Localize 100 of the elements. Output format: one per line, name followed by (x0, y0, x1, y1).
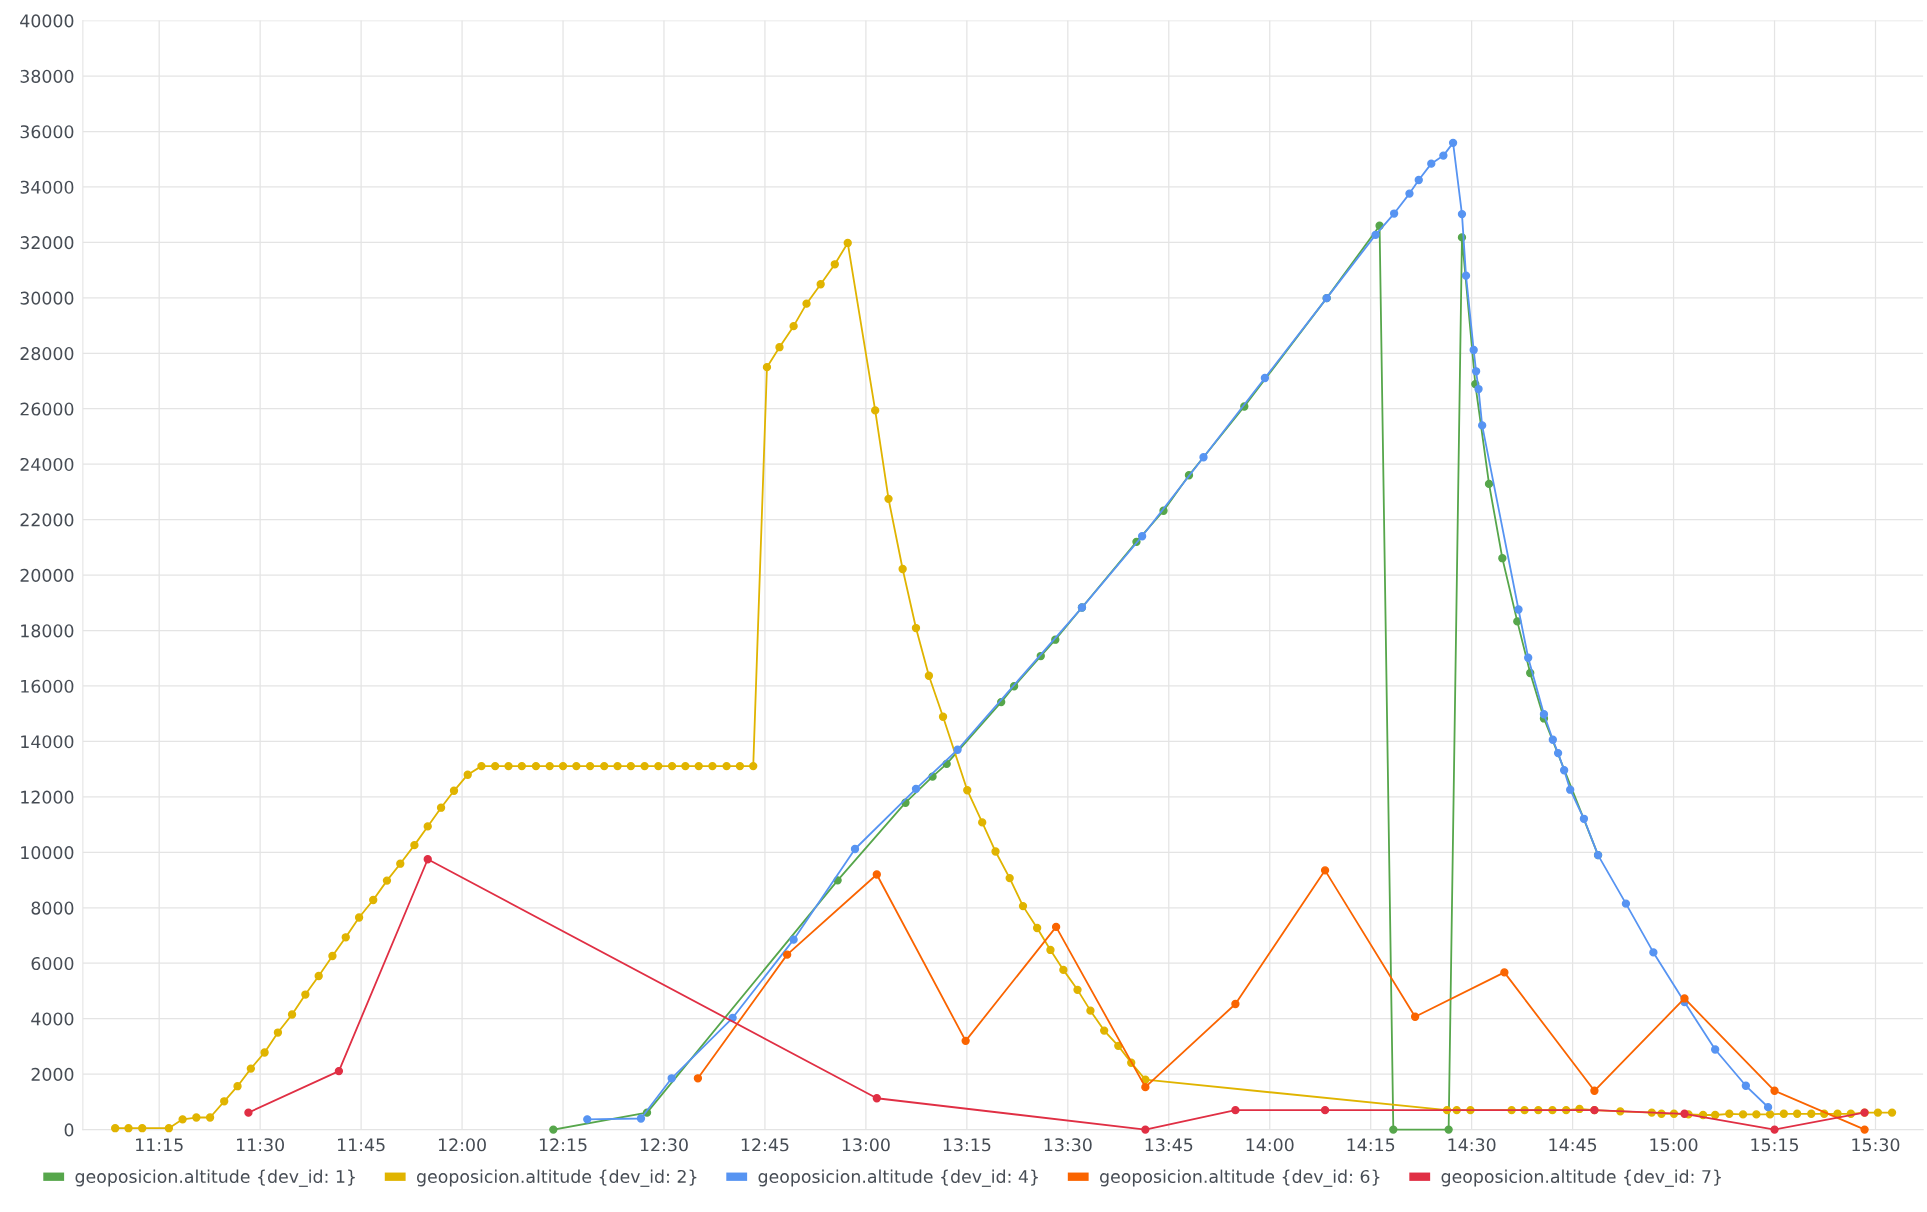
point (1770, 1125, 1779, 1134)
point (1320, 1106, 1330, 1115)
x-tick-label: 14:30 (1448, 1138, 1496, 1152)
point (1137, 532, 1147, 541)
x-tick-label: 11:45 (338, 1138, 385, 1152)
point (1474, 384, 1483, 394)
x-tick-label: 15:30 (1852, 1138, 1900, 1152)
point (911, 784, 921, 794)
point (1500, 968, 1509, 977)
point (1414, 175, 1423, 185)
point (583, 1115, 592, 1124)
point (1469, 345, 1478, 355)
x-tick-label: 11:30 (237, 1138, 285, 1152)
y-tick-label: 24000 (20, 457, 74, 472)
legend-label: geoposicion.altitude {dev_id: 2} (416, 1169, 697, 1187)
point (1405, 189, 1414, 198)
point (1439, 151, 1448, 160)
point (334, 1066, 344, 1076)
point (1621, 899, 1631, 908)
x-tick-label: 14:15 (1347, 1138, 1395, 1152)
point (1553, 748, 1563, 758)
point (1427, 159, 1436, 168)
point (872, 1094, 881, 1103)
point (953, 745, 962, 754)
point (1389, 1125, 1398, 1134)
point (1579, 814, 1589, 823)
y-tick-label: 8000 (31, 901, 74, 915)
y-tick-label: 4000 (31, 1012, 74, 1026)
point (1457, 209, 1467, 219)
x-tick-label: 15:00 (1650, 1138, 1698, 1152)
point (667, 1074, 676, 1083)
x-tick-label: 13:15 (943, 1138, 991, 1152)
point (872, 870, 881, 879)
point (244, 1108, 253, 1117)
point (1051, 922, 1061, 932)
y-tick-label: 32000 (20, 236, 74, 250)
y-tick-label: 36000 (20, 125, 74, 139)
y-tick-label: 0 (64, 1123, 74, 1137)
x-tick-label: 12:45 (741, 1138, 789, 1152)
y-tick-label: 12000 (21, 790, 74, 804)
point (782, 950, 792, 959)
point (549, 1125, 558, 1134)
legend-label: geoposicion.altitude {dev_id: 7} (1441, 1169, 1721, 1187)
x-tick-label: 15:15 (1751, 1138, 1799, 1152)
point (1320, 866, 1330, 875)
point (693, 1074, 703, 1083)
point (1539, 710, 1549, 719)
x-tick-label: 13:30 (1044, 1138, 1092, 1152)
x-tick-label: 13:00 (842, 1138, 890, 1152)
y-tick-label: 20000 (20, 568, 74, 582)
point (1514, 605, 1523, 614)
point (1461, 271, 1471, 280)
point (1649, 948, 1658, 957)
legend-label: geoposicion.altitude {dev_id: 4} (758, 1169, 1038, 1187)
y-tick-label: 22000 (20, 513, 74, 527)
point (1741, 1081, 1751, 1090)
point (1590, 1086, 1599, 1095)
point (1448, 138, 1458, 148)
point (1471, 367, 1481, 376)
point (1141, 1082, 1150, 1092)
y-tick-label: 14000 (21, 735, 74, 749)
point (1680, 1109, 1689, 1118)
point (1559, 766, 1569, 775)
point (850, 844, 860, 854)
x-tick-label: 12:30 (640, 1138, 688, 1152)
point (1763, 1102, 1773, 1112)
point (1548, 735, 1558, 744)
y-tick-label: 30000 (20, 291, 74, 305)
point (1566, 785, 1575, 794)
x-tick-label: 13:45 (1145, 1138, 1193, 1152)
point (1199, 453, 1208, 462)
y-tick-label: 6000 (31, 956, 74, 971)
point (1444, 1125, 1453, 1134)
point (636, 1114, 646, 1123)
point (1389, 209, 1399, 218)
y-tick-label: 34000 (20, 180, 74, 194)
x-tick-label: 12:15 (539, 1138, 587, 1152)
y-tick-label: 16000 (21, 679, 74, 693)
point (1260, 373, 1270, 383)
point (1524, 653, 1533, 662)
point (1410, 1012, 1420, 1021)
x-tick-label: 11:15 (136, 1138, 183, 1152)
y-tick-label: 40000 (20, 14, 74, 28)
y-tick-label: 10000 (21, 846, 74, 860)
point (1141, 1125, 1150, 1134)
point (1477, 421, 1487, 430)
point (961, 1036, 970, 1046)
point (1371, 230, 1380, 240)
point (1860, 1125, 1869, 1134)
point (1498, 554, 1507, 563)
legend-label: geoposicion.altitude {dev_id: 6} (1100, 1169, 1380, 1187)
point (1231, 999, 1240, 1009)
point (1770, 1086, 1779, 1095)
y-tick-label: 2000 (31, 1067, 74, 1081)
point (1680, 994, 1689, 1003)
point (423, 855, 432, 864)
legend-label: geoposicion.altitude {dev_id: 1} (75, 1169, 355, 1187)
point (1231, 1106, 1240, 1115)
x-tick-label: 14:45 (1549, 1138, 1597, 1152)
y-tick-label: 28000 (20, 347, 74, 361)
